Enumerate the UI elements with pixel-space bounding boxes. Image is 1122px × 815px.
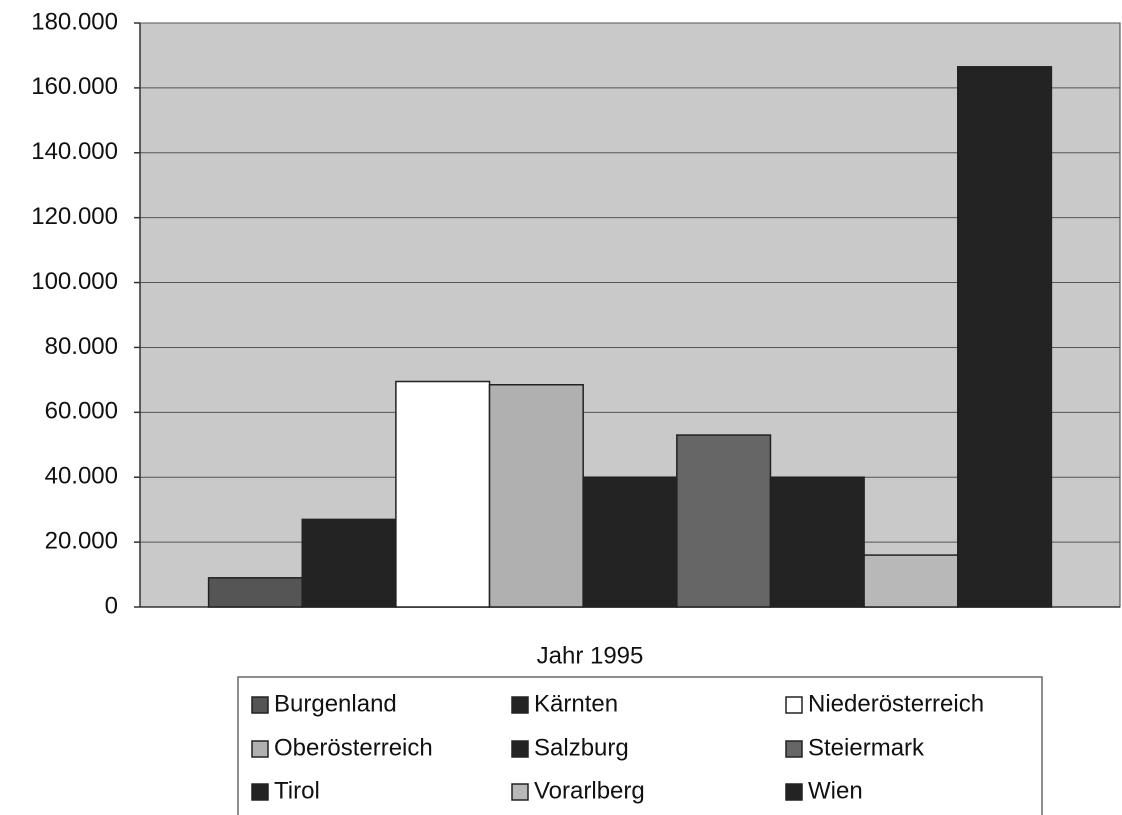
bar bbox=[957, 66, 1053, 608]
y-tick-label: 160.000 bbox=[31, 73, 118, 100]
bar bbox=[676, 434, 772, 608]
y-tick-label: 180.000 bbox=[31, 8, 118, 35]
bar bbox=[207, 577, 303, 608]
bar bbox=[582, 476, 678, 608]
legend-label: Niederösterreich bbox=[808, 690, 984, 717]
legend-swatch bbox=[511, 740, 529, 758]
y-tick-label: 100.000 bbox=[31, 268, 118, 295]
y-tick-label: 40.000 bbox=[45, 463, 118, 490]
bar bbox=[488, 384, 584, 608]
bar bbox=[395, 380, 491, 608]
legend-label: Kärnten bbox=[534, 690, 618, 717]
bar bbox=[769, 476, 865, 608]
y-tick-label: 120.000 bbox=[31, 203, 118, 230]
y-tick-label: 140.000 bbox=[31, 138, 118, 165]
legend-swatch bbox=[251, 740, 269, 758]
legend-label: Tirol bbox=[274, 777, 320, 804]
legend-label: Vorarlberg bbox=[534, 777, 645, 804]
legend-swatch bbox=[785, 740, 803, 758]
legend-box bbox=[237, 676, 1043, 815]
x-tick-label: Jahr 1995 bbox=[537, 642, 644, 669]
legend-label: Oberösterreich bbox=[274, 734, 433, 761]
y-tick-label: 60.000 bbox=[45, 398, 118, 425]
legend-swatch bbox=[251, 696, 269, 714]
legend-label: Salzburg bbox=[534, 734, 629, 761]
y-tick-label: 20.000 bbox=[45, 527, 118, 554]
bar bbox=[863, 554, 959, 608]
legend-swatch bbox=[511, 783, 529, 801]
y-tick-label: 80.000 bbox=[45, 333, 118, 360]
legend-swatch bbox=[785, 696, 803, 714]
bar bbox=[301, 518, 397, 608]
legend-swatch bbox=[251, 783, 269, 801]
y-tick-label: 0 bbox=[105, 592, 118, 619]
legend-label: Burgenland bbox=[274, 690, 397, 717]
legend-swatch bbox=[785, 783, 803, 801]
legend-label: Steiermark bbox=[808, 734, 925, 761]
legend-swatch bbox=[511, 696, 529, 714]
legend-label: Wien bbox=[808, 777, 863, 804]
